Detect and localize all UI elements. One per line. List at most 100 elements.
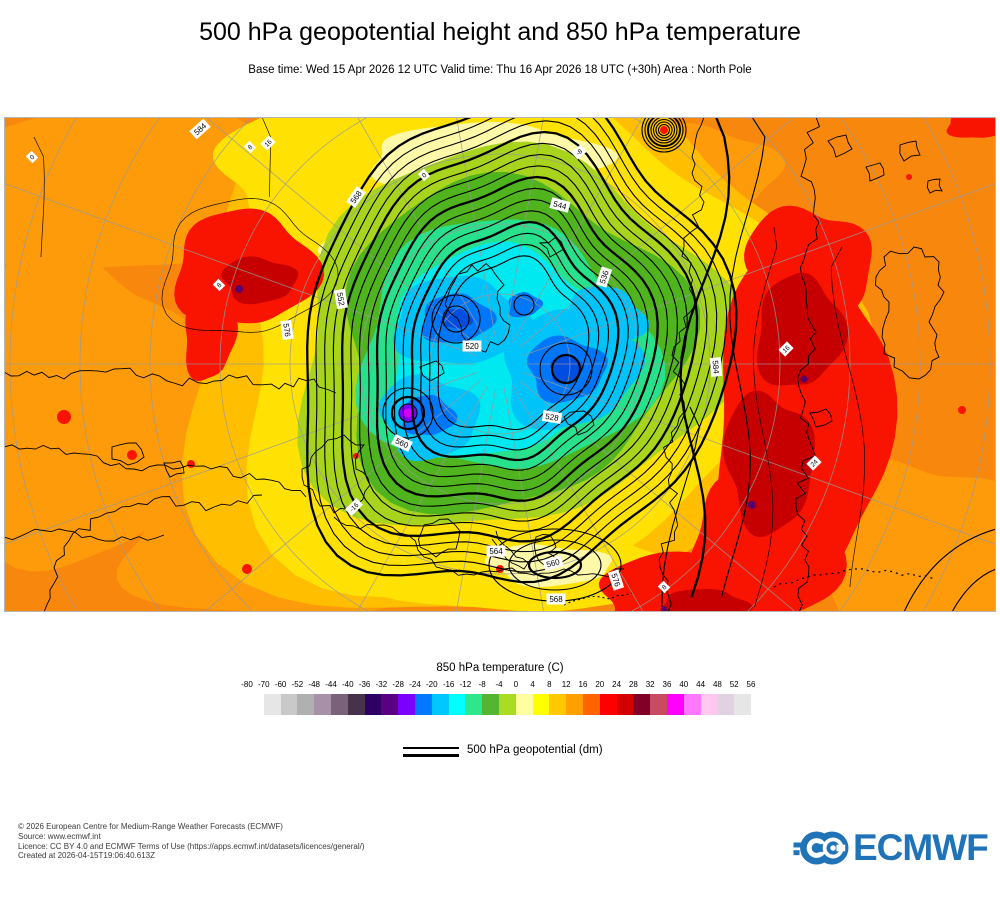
contour-label: 8 [657, 580, 671, 594]
contour-label: 576 [280, 319, 294, 341]
svg-text:24: 24 [810, 458, 820, 468]
contour-label: 8 [212, 278, 226, 292]
colorbar-cell [566, 694, 583, 715]
colorbar-tick-label: 20 [595, 680, 605, 689]
svg-text:16: 16 [782, 344, 792, 354]
ecmwf-logo: ECMWF [793, 826, 989, 870]
colorbar-tick-label: 28 [628, 680, 638, 689]
svg-text:520: 520 [465, 342, 479, 351]
contour-label: 24 [806, 455, 822, 471]
colorbar-cell [414, 694, 432, 715]
colorbar-tick-label: -44 [325, 680, 337, 689]
colorbar-cell [263, 694, 281, 715]
colorbar-tick-label: -70 [258, 680, 270, 689]
colorbar-tick-label: -16 [442, 680, 455, 689]
colorbar-tick-label: -48 [308, 680, 320, 689]
geopotential-contour-sample-lines [403, 747, 459, 757]
svg-text:8: 8 [216, 282, 224, 290]
colorbar-cell [666, 694, 684, 715]
ecmwf-logo-mark [793, 831, 849, 865]
colorbar-tick-label: 52 [729, 680, 739, 689]
colorbar-tick-label: 12 [561, 680, 571, 689]
svg-text:560: 560 [545, 557, 561, 569]
colorbar-cell [498, 694, 516, 715]
contour-label: -16 [344, 497, 364, 517]
colorbar-cell [364, 694, 382, 715]
colorbar-cell [381, 694, 399, 715]
svg-text:-8: -8 [575, 148, 584, 157]
colorbar-cell [650, 694, 667, 715]
base-valid-time-subtitle: Base time: Wed 15 Apr 2026 12 UTC Valid … [248, 64, 752, 76]
svg-text:544: 544 [552, 199, 568, 211]
colorbar-tick-label: 4 [530, 680, 535, 689]
svg-text:8: 8 [661, 584, 669, 592]
colorbar-cell [633, 694, 651, 715]
contour-label: 560 [391, 434, 413, 452]
contour-label: 16 [778, 341, 794, 357]
colorbar-cell [247, 694, 264, 715]
thin-contour-line-sample [403, 747, 459, 749]
colorbar-tick-label: -28 [392, 680, 404, 689]
colorbar-tick-label: 36 [662, 680, 672, 689]
colorbar-tick-label: 48 [712, 680, 722, 689]
colorbar-tick-label: 56 [746, 680, 756, 689]
colorbar-tick-label: -80 [241, 680, 253, 689]
thick-contour-line-sample [403, 753, 459, 757]
colorbar-tick-label: 8 [547, 680, 552, 689]
colorbar-tick-label: -32 [375, 680, 388, 689]
svg-text:576: 576 [609, 572, 622, 588]
colorbar-tick-label: -24 [409, 680, 421, 689]
contour-label: 8 [243, 140, 257, 154]
contour-label: 552 [333, 288, 349, 310]
colorbar-tick-label: 44 [696, 680, 706, 689]
colorbar-tick-label: -8 [478, 680, 486, 689]
svg-text:-16: -16 [349, 502, 361, 514]
colorbar-cell [431, 694, 449, 715]
svg-text:568: 568 [549, 595, 563, 604]
colorbar-cell [515, 694, 533, 715]
colorbar-cell [549, 694, 567, 715]
contour-label: 528 [541, 409, 563, 425]
colorbar-tick-label: -52 [291, 680, 304, 689]
colorbar-cell [482, 694, 499, 715]
colorbar-tick-label: 0 [513, 680, 519, 689]
colorbar-cell [700, 694, 718, 715]
colorbar-cell [599, 694, 617, 715]
colorbar-cell [734, 694, 751, 715]
colorbar-tick-label: -4 [495, 680, 503, 689]
svg-text:576: 576 [281, 323, 292, 338]
licence-line: Licence: CC BY 4.0 and ECMWF Terms of Us… [18, 841, 365, 851]
colorbar-tick-label: -36 [358, 680, 371, 689]
contour-label: 520 [462, 340, 482, 352]
svg-text:528: 528 [545, 412, 560, 423]
colorbar-cell [297, 694, 315, 715]
colorbar-tick-label: -60 [274, 680, 287, 689]
temperature-legend-title: 850 hPa temperature (C) [436, 662, 564, 674]
colorbar-tick-label: -20 [426, 680, 438, 689]
colorbar-cell [683, 694, 701, 715]
contour-label: 536 [595, 266, 613, 288]
svg-text:564: 564 [489, 547, 503, 556]
colorbar-cell [465, 694, 483, 715]
north-pole-map-canvas: 5845765685605525445365285205605645685765… [4, 117, 996, 612]
colorbar-cell [398, 694, 415, 715]
contour-label: 0 [25, 150, 39, 164]
svg-text:552: 552 [335, 292, 346, 307]
ecmwf-logo-text: ECMWF [853, 827, 989, 868]
geopotential-legend-label: 500 hPa geopotential (dm) [467, 744, 603, 756]
contour-label: 576 [607, 569, 625, 591]
copyright-footer: © 2026 European Centre for Medium-Range … [18, 822, 365, 861]
svg-text:536: 536 [598, 269, 611, 285]
colorbar-tick-label: 16 [578, 680, 588, 689]
colorbar-tick-label: 40 [679, 680, 689, 689]
colorbar-cell [717, 694, 735, 715]
colorbar-cell [280, 694, 298, 715]
svg-text:0: 0 [29, 154, 37, 162]
svg-text:584: 584 [711, 360, 721, 375]
colorbar-cell [314, 694, 331, 715]
contour-label: 560 [542, 555, 564, 571]
weather-map: 584 576 568 560 552 544 536 528 520 560 564 568 576 5… [4, 117, 996, 612]
colorbar-cell [616, 694, 634, 715]
colorbar-cell [448, 694, 466, 715]
